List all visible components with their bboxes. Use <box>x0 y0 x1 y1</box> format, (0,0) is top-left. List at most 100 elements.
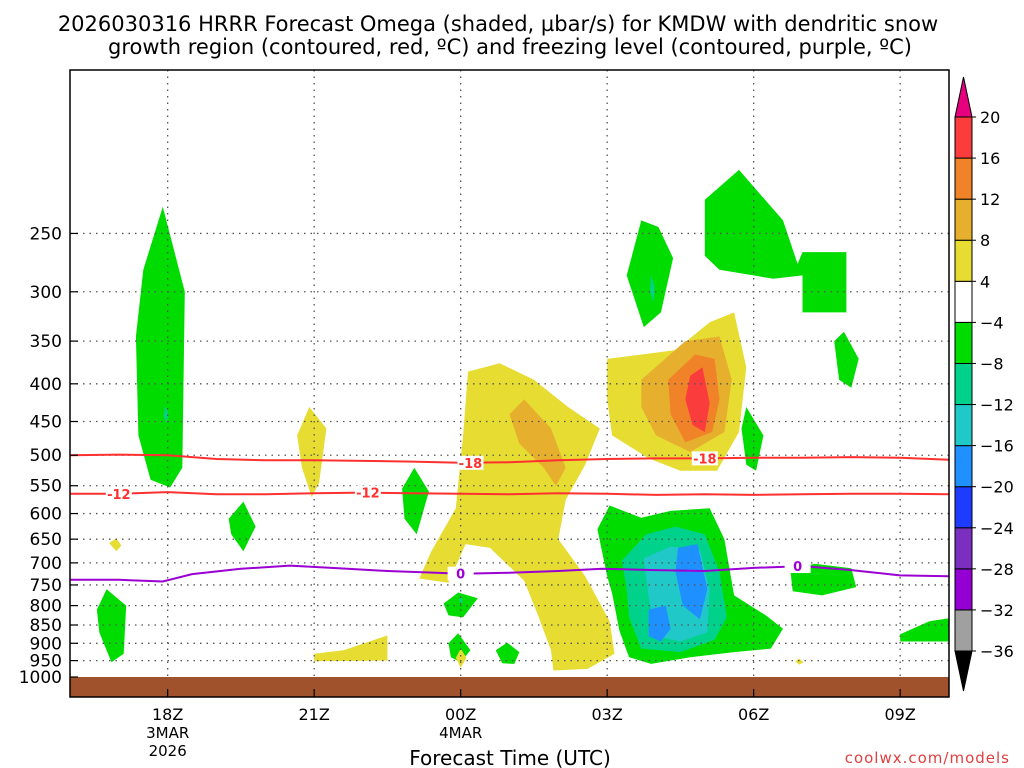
contour-label-bg-18-1 <box>691 451 718 466</box>
contour-label-12-1: -12 <box>356 487 380 502</box>
colorbar-bin-12 <box>954 116 973 159</box>
omega-region-upward-05z-16a <box>675 544 708 620</box>
y-tick-label-850: 850 <box>30 616 62 636</box>
colorbar-label-10: −24 <box>980 519 1014 538</box>
omega-region-upward-17z-low <box>96 589 127 663</box>
colorbar-bin-11 <box>954 157 973 200</box>
omega-region-upward-04z-upper-core <box>650 275 655 303</box>
omega-region-upward-01z-low <box>495 642 520 664</box>
omega-region-upward-00z-low <box>443 592 478 618</box>
y-axis: 2503003504004505005506006507007508008509… <box>19 224 78 688</box>
colorbar-label-4: 4 <box>980 272 990 291</box>
omega-region-downward-01z-8 <box>509 399 566 486</box>
x-tick-label-09z-0: 09Z <box>885 705 916 724</box>
colorbar-bin-10 <box>954 198 973 241</box>
contour-line-12 <box>70 491 949 496</box>
x-axis-label: Forecast Time (UTC) <box>409 746 611 768</box>
contour-label-bg-18-0 <box>457 455 484 470</box>
colorbar-label-6: −8 <box>980 354 1004 373</box>
colorbar-label-13: −36 <box>980 642 1014 661</box>
y-tick-label-700: 700 <box>30 554 62 574</box>
y-tick-label-300: 300 <box>30 283 62 303</box>
y-tick-label-400: 400 <box>30 375 62 395</box>
x-tick-label-18z-1: 3MAR <box>146 724 189 742</box>
x-tick-label-03z-0: 03Z <box>592 705 623 724</box>
y-tick-label-600: 600 <box>30 505 62 525</box>
colorbar-bin-0 <box>954 609 973 652</box>
contour-label-bg-0-0 <box>447 566 474 581</box>
omega-region-downward-00z-dot <box>455 648 467 668</box>
y-tick-label-650: 650 <box>30 530 62 550</box>
omega-region-upward-23z-low <box>448 633 471 663</box>
y-tick-label-450: 450 <box>30 413 62 433</box>
contour-label-bg-12-0 <box>105 486 132 501</box>
colorbar-bin-9 <box>954 239 973 282</box>
colorbar-label-7: −12 <box>980 396 1014 415</box>
omega-region-downward-05z-16 <box>685 367 710 432</box>
contour-label-0-0: 0 <box>456 568 465 583</box>
colorbar-label-0: 20 <box>980 108 1000 127</box>
y-tick-label-550: 550 <box>30 477 62 497</box>
omega-region-upward-18z-core <box>163 405 169 423</box>
colorbar-bin-3 <box>954 486 973 529</box>
contour-label-0-1: 0 <box>793 560 802 575</box>
x-tick-label-00z-1: 4MAR <box>439 724 482 742</box>
contour-label-18-0: -18 <box>459 457 483 472</box>
contour-label-bg-0-1 <box>784 559 811 574</box>
omega-region-downward-07z-dot <box>795 658 804 665</box>
y-tick-label-250: 250 <box>30 224 62 244</box>
colorbar-label-8: −16 <box>980 437 1014 456</box>
colorbar-bin-4 <box>954 445 973 488</box>
omega-region-upward-00z-low-core <box>459 596 463 604</box>
contour-labels: -18 -18 -12 -12 0 0 <box>105 451 811 583</box>
omega-region-downward-21z <box>297 407 327 498</box>
colorbar-label-11: −28 <box>980 560 1014 579</box>
omega-region-downward-17z-dot <box>109 538 122 552</box>
colorbar-bin-1 <box>954 568 973 611</box>
x-tick-label-00z-0: 00Z <box>445 705 476 724</box>
omega-region-downward-22z-low <box>314 635 388 662</box>
colorbar-label-5: −4 <box>980 313 1004 332</box>
colorbar-bin-8 <box>954 280 973 323</box>
y-tick-label-800: 800 <box>30 597 62 617</box>
x-tick-label-21z-0: 21Z <box>299 705 330 724</box>
y-tick-label-350: 350 <box>30 332 62 352</box>
colorbar-bin-6 <box>954 362 973 406</box>
contour-label-bg-12-1 <box>354 485 381 500</box>
colorbar-under-arrow <box>954 650 973 692</box>
ground-fill <box>70 677 949 697</box>
y-tick-label-750: 750 <box>30 576 62 596</box>
colorbar-label-1: 16 <box>980 149 1000 168</box>
colorbar-bin-2 <box>954 527 973 570</box>
omega-region-upward-18z-column <box>135 206 185 488</box>
x-tick-label-06z-0: 06Z <box>738 705 769 724</box>
x-tick-label-18z-2: 2026 <box>149 742 187 760</box>
omega-region-upward-09z-low <box>900 618 949 642</box>
ground-layer <box>70 677 949 697</box>
omega-region-upward-06z-upper <box>704 169 847 313</box>
omega-region-upward-19z <box>228 501 256 552</box>
omega-region-upward-04z-upper <box>626 220 674 328</box>
y-tick-label-950: 950 <box>30 652 62 672</box>
y-tick-label-900: 900 <box>30 634 62 654</box>
chart-title-line-2: growth region (contoured, red, ºC) and f… <box>108 35 912 59</box>
colorbar-label-3: 8 <box>980 231 990 250</box>
contour-line-18 <box>70 453 949 464</box>
omega-region-upward-05z-16b <box>648 605 671 642</box>
omega-region-upward-08z-mid <box>834 331 859 388</box>
y-tick-label-1000: 1000 <box>19 668 62 688</box>
omega-region-downward-00z-main <box>419 363 615 671</box>
colorbar-bin-7 <box>954 321 973 364</box>
y-tick-label-500: 500 <box>30 446 62 466</box>
credit-text: coolwx.com/models <box>845 749 1010 767</box>
contour-label-12-0: -12 <box>107 488 131 503</box>
colorbar-label-12: −32 <box>980 601 1014 620</box>
colorbar-label-2: 12 <box>980 190 1000 209</box>
contour-label-18-1: -18 <box>693 452 717 467</box>
colorbar-over-arrow <box>954 76 973 118</box>
colorbar: 20 16 12 8 4 −4 −8 −12 −16 −20 −24 −28 −32 −36 <box>954 76 1014 692</box>
chart-title-line-1: 2026030316 HRRR Forecast Omega (shaded, … <box>58 12 938 36</box>
colorbar-label-9: −20 <box>980 478 1014 497</box>
